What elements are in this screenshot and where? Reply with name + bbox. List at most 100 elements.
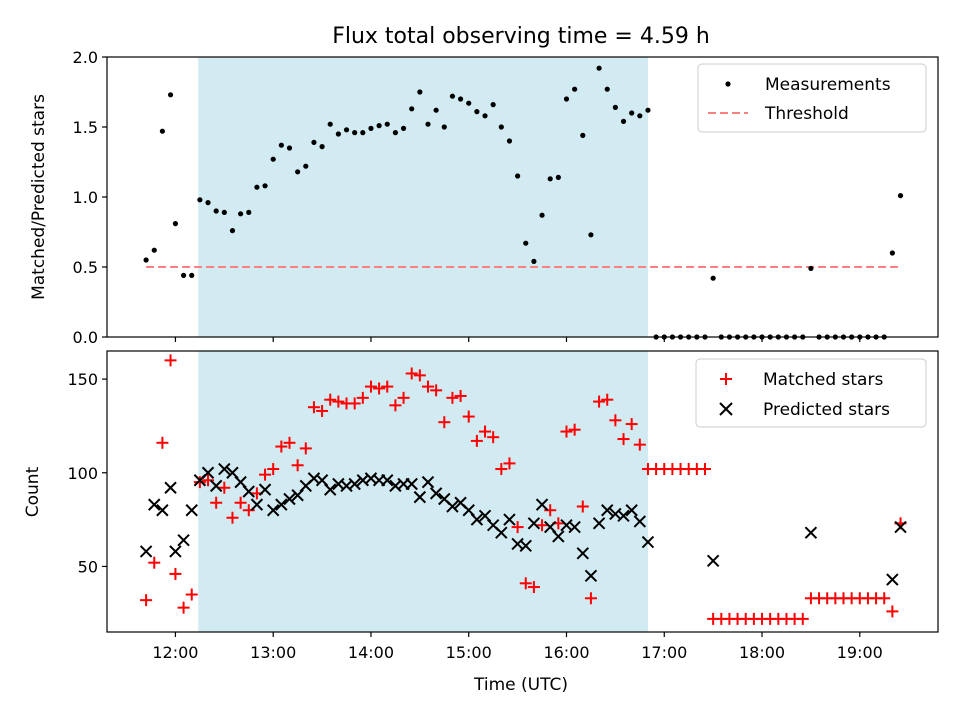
bottom-axes-frame (106, 350, 939, 633)
measurement-point (295, 169, 301, 175)
matched-star-point (140, 594, 153, 607)
measurement-point (433, 107, 439, 113)
measurement-point (246, 209, 252, 215)
legend-predicted-label: Predicted stars (763, 400, 890, 420)
predicted-star-point (348, 477, 361, 491)
measurement-point (311, 139, 317, 145)
matched-star-point (316, 404, 329, 417)
matched-star-point (527, 581, 540, 594)
predicted-star-point (568, 520, 581, 534)
matched-star-point (307, 401, 320, 414)
predicted-star-point (413, 490, 427, 504)
matched-star-point (511, 521, 524, 534)
bottom-y-ticks: 50 100 150 (67, 370, 107, 576)
bottom-x-tick-label: 12:00 (152, 643, 198, 662)
top-panel: 0.00.51.01.52.0 Matched/Predicted stars … (29, 48, 939, 347)
predicted-star-point (324, 483, 337, 496)
matched-star-point (503, 457, 516, 470)
matched-star-point (633, 438, 646, 451)
measurement-point (620, 118, 627, 124)
measurement-point (523, 240, 529, 246)
matched-star-point (364, 380, 377, 393)
measurement-point (368, 125, 374, 131)
bottom-x-tick-label: 15:00 (446, 643, 492, 662)
x-axis-label: Time (UTC) (473, 675, 568, 695)
matched-star-point (601, 393, 614, 406)
matched-star-point (324, 393, 337, 406)
predicted-star-point (209, 479, 223, 493)
measurement-point (466, 100, 472, 106)
bottom-x-tick-label: 14:00 (348, 643, 394, 662)
predicted-star-point (601, 504, 614, 517)
predicted-star-point (405, 477, 418, 491)
predicted-star-point (421, 475, 435, 489)
matched-star-point (218, 481, 231, 494)
matched-star-point (332, 395, 345, 408)
matched-star-point (148, 556, 161, 569)
matched-star-point (226, 511, 239, 524)
predicted-star-point (258, 483, 272, 496)
matched-star-point (413, 369, 426, 382)
predicted-star-point (177, 533, 190, 547)
matched-star-point (373, 382, 386, 395)
measurement-point (710, 275, 716, 281)
predicted-star-point (381, 474, 394, 487)
matched-star-point (275, 440, 288, 453)
matched-star-point (381, 380, 394, 393)
predicted-star-point (886, 573, 899, 586)
predicted-star-point (894, 520, 907, 534)
bottom-x-tick-label: 19:00 (837, 643, 883, 662)
bottom-y-tick-label: 100 (67, 464, 98, 483)
top-legend: Measurements Threshold (697, 63, 927, 133)
measurement-point (303, 163, 309, 169)
measurement-point (360, 130, 366, 136)
predicted-star-point (804, 526, 818, 539)
measurement-point (229, 228, 236, 234)
measurement-point (572, 86, 578, 92)
matched-star-point (698, 463, 711, 476)
matched-star-point (397, 391, 410, 404)
measurement-point (547, 176, 553, 182)
measurement-point (392, 130, 399, 136)
top-y-tick-label: 2.0 (73, 48, 98, 67)
predicted-star-point (527, 517, 541, 530)
matched-star-point (609, 414, 622, 427)
matched-star-point (536, 519, 549, 532)
measurement-point (254, 184, 260, 190)
measurement-point (457, 96, 464, 102)
matched-star-point (202, 474, 215, 487)
predicted-star-point (495, 526, 508, 539)
predicted-star-point (641, 535, 655, 549)
bottom-legend-box (695, 358, 927, 428)
predicted-star-point (275, 498, 288, 511)
measurement-point (205, 200, 211, 206)
legend-matched-label: Matched stars (763, 370, 883, 390)
matched-star-point (438, 416, 451, 429)
measurement-point (506, 138, 513, 144)
matched-star-point (479, 425, 492, 438)
measurement-point (167, 92, 174, 98)
predicted-stars-points (139, 462, 907, 586)
matched-star-point (169, 567, 182, 580)
predicted-star-point (169, 545, 182, 558)
top-y-tick-label: 1.0 (73, 188, 98, 207)
predicted-star-point (592, 517, 606, 530)
bottom-y-tick-label: 50 (78, 557, 98, 576)
matched-star-point (291, 459, 304, 472)
matched-star-point (462, 410, 475, 423)
legend-measurements-label: Measurements (765, 75, 891, 95)
measurement-point (474, 109, 480, 115)
measurement-point (580, 132, 586, 138)
matched-star-point (495, 463, 508, 476)
bottom-x-ticks: 12:00 13:00 14:00 15:00 16:00 17:00 18:00 19:00 (152, 632, 883, 662)
predicted-star-point (625, 504, 638, 517)
measurement-point (637, 113, 643, 119)
matched-star-point (430, 384, 443, 397)
measurement-point (197, 197, 203, 203)
predicted-star-point (242, 485, 255, 498)
predicted-star-point (250, 498, 264, 511)
measurement-point (612, 104, 618, 110)
measurement-point (286, 145, 293, 151)
matched-star-point (446, 391, 459, 404)
measurement-point (498, 124, 504, 130)
